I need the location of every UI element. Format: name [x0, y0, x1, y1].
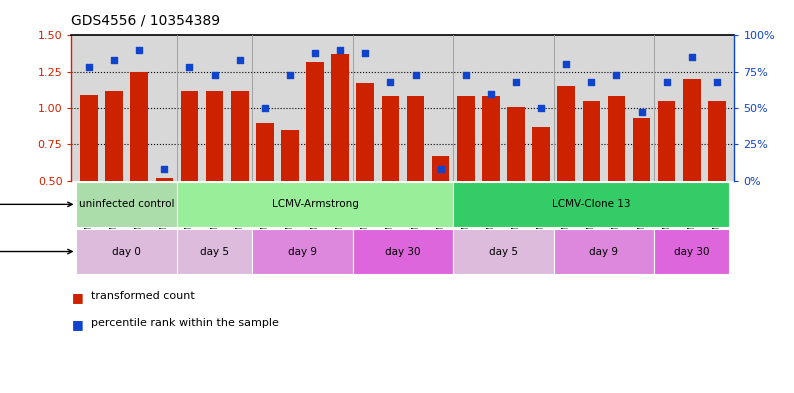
- Text: infection: infection: [0, 199, 72, 209]
- Text: day 5: day 5: [489, 246, 518, 257]
- Text: LCMV-Armstrong: LCMV-Armstrong: [272, 199, 359, 209]
- Bar: [80, 95, 98, 181]
- Point: [208, 72, 221, 78]
- Text: time: time: [0, 246, 72, 257]
- Point: [534, 105, 547, 111]
- Bar: [181, 91, 198, 181]
- Text: ■: ■: [71, 291, 83, 304]
- Point: [685, 54, 698, 60]
- Bar: [256, 123, 274, 181]
- Bar: [453, 182, 730, 227]
- Bar: [306, 62, 324, 181]
- Bar: [76, 182, 177, 227]
- Text: day 0: day 0: [112, 246, 141, 257]
- Point: [384, 79, 397, 85]
- Point: [108, 57, 121, 63]
- Bar: [683, 79, 700, 181]
- Bar: [553, 229, 654, 274]
- Bar: [353, 229, 453, 274]
- Text: ■: ■: [71, 318, 83, 331]
- Bar: [507, 107, 525, 181]
- Point: [333, 47, 346, 53]
- Bar: [156, 178, 173, 181]
- Text: day 30: day 30: [385, 246, 421, 257]
- Point: [635, 109, 648, 116]
- Bar: [453, 229, 553, 274]
- Bar: [231, 91, 249, 181]
- Text: day 30: day 30: [674, 246, 710, 257]
- Point: [233, 57, 246, 63]
- Point: [309, 50, 322, 56]
- Point: [158, 166, 171, 172]
- Bar: [252, 229, 353, 274]
- Bar: [607, 96, 625, 181]
- Bar: [708, 101, 726, 181]
- Point: [510, 79, 522, 85]
- Point: [711, 79, 723, 85]
- Point: [183, 64, 196, 70]
- Point: [585, 79, 598, 85]
- Point: [359, 50, 372, 56]
- Text: day 9: day 9: [589, 246, 619, 257]
- Point: [83, 64, 95, 70]
- Point: [560, 61, 572, 68]
- Bar: [583, 101, 600, 181]
- Point: [661, 79, 673, 85]
- Text: percentile rank within the sample: percentile rank within the sample: [91, 318, 279, 328]
- Bar: [331, 54, 349, 181]
- Bar: [432, 156, 449, 181]
- Text: day 5: day 5: [200, 246, 229, 257]
- Bar: [106, 91, 123, 181]
- Text: transformed count: transformed count: [91, 291, 195, 301]
- Point: [283, 72, 296, 78]
- Bar: [482, 96, 499, 181]
- Point: [434, 166, 447, 172]
- Bar: [281, 130, 299, 181]
- Point: [460, 72, 472, 78]
- Bar: [76, 229, 177, 274]
- Point: [610, 72, 622, 78]
- Text: uninfected control: uninfected control: [79, 199, 175, 209]
- Bar: [382, 96, 399, 181]
- Point: [133, 47, 145, 53]
- Bar: [654, 229, 730, 274]
- Bar: [357, 83, 374, 181]
- Bar: [457, 96, 475, 181]
- Text: LCMV-Clone 13: LCMV-Clone 13: [552, 199, 630, 209]
- Bar: [206, 91, 223, 181]
- Bar: [557, 86, 575, 181]
- Bar: [658, 101, 676, 181]
- Text: day 9: day 9: [288, 246, 317, 257]
- Bar: [130, 72, 148, 181]
- Text: GDS4556 / 10354389: GDS4556 / 10354389: [71, 13, 221, 28]
- Bar: [177, 182, 453, 227]
- Bar: [532, 127, 550, 181]
- Bar: [633, 118, 650, 181]
- Bar: [177, 229, 252, 274]
- Point: [409, 72, 422, 78]
- Point: [484, 90, 497, 97]
- Bar: [407, 96, 424, 181]
- Point: [259, 105, 272, 111]
